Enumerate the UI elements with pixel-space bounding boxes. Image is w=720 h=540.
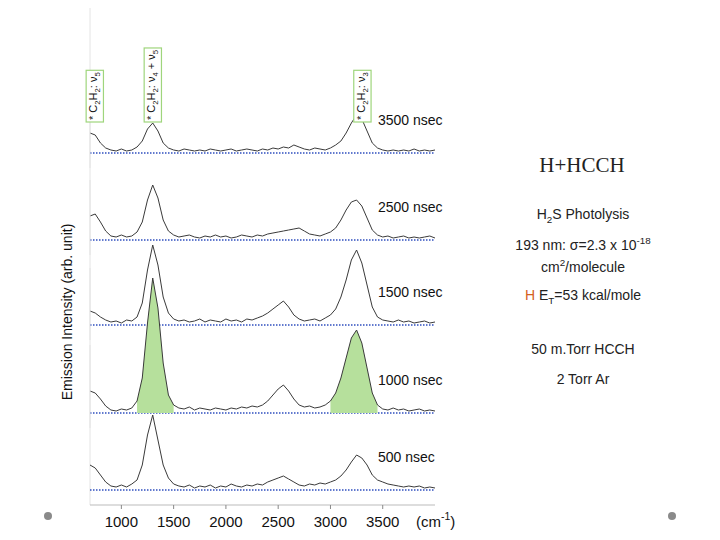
text-part: H — [355, 92, 367, 100]
zero-line — [90, 489, 435, 490]
text-part: * C — [355, 105, 367, 120]
x-tick-label: 3000 — [314, 513, 347, 530]
zero-line — [90, 152, 435, 153]
text-part: : ν — [355, 76, 367, 88]
side-text: 193 nm: σ=2.3 x 10-18 — [515, 235, 651, 253]
x-tick-label: 1000 — [105, 513, 138, 530]
text-part: H — [537, 206, 547, 222]
panel: 1500 nsec — [90, 180, 443, 340]
text-part: 3 — [361, 72, 370, 76]
text-part: S Photolysis — [552, 206, 629, 222]
text-part: ) — [450, 513, 455, 530]
text-part: H — [87, 92, 99, 100]
decor-dot — [44, 512, 52, 520]
x-axis-line — [90, 505, 435, 506]
y-axis-label: Emission Intensity (arb. unit) — [59, 224, 75, 401]
annotation: * C2H2: ν5 — [86, 70, 103, 122]
x-tick-label: 1500 — [157, 513, 190, 530]
shaded-peak — [137, 278, 377, 413]
text-part: 50 m.Torr HCCH — [531, 341, 634, 357]
panel: 1000 nsec — [90, 268, 443, 428]
annotation-text: * C2H2: ν5 — [87, 72, 102, 120]
text-part: H — [145, 92, 157, 100]
text-part: 2 Torr Ar — [557, 371, 610, 387]
annotation: * C2H2: ν3 — [354, 70, 371, 122]
text-part: 5 — [151, 50, 160, 54]
text-part: * C — [87, 105, 99, 120]
x-tick — [330, 505, 331, 509]
panel-label: 1500 nsec — [378, 284, 443, 300]
panel: 3500 nsec — [90, 8, 443, 168]
panel-label: 500 nsec — [378, 449, 435, 465]
series-group — [90, 415, 435, 488]
x-tick-label: 2000 — [209, 513, 242, 530]
chart: 3500 nsec2500 nsec1500 nsec1000 nsec500 … — [0, 0, 720, 540]
text-part: : ν — [145, 76, 157, 88]
panel: 2500 nsec — [90, 95, 443, 255]
side-text: cm2/molecule — [541, 257, 625, 275]
panel-label: 2500 nsec — [378, 199, 443, 215]
text-part: * C — [145, 105, 157, 120]
spectrum-line — [90, 278, 435, 411]
side-text: 2 Torr Ar — [557, 371, 610, 387]
annotation: * C2H2: ν4 + ν5 — [144, 48, 161, 122]
text-part: 5 — [93, 72, 102, 76]
text-part: H — [525, 287, 535, 303]
x-axis-label: (cm-1) — [416, 510, 455, 530]
text-part: + ν — [145, 54, 157, 73]
zero-line — [90, 324, 435, 325]
side-text: H2S Photolysis — [537, 206, 630, 225]
text-part: (cm — [416, 513, 441, 530]
x-tick-label: 2500 — [261, 513, 294, 530]
annotation-box — [144, 48, 161, 122]
text-part: 193 nm: σ=2.3 x 10 — [515, 237, 636, 253]
x-tick — [173, 505, 174, 509]
y-axis-line — [90, 345, 91, 505]
zero-line — [90, 239, 435, 240]
x-tick — [121, 505, 122, 509]
annotation-text: * C2H2: ν3 — [355, 72, 370, 120]
text-part: E — [535, 287, 548, 303]
side-text: 50 m.Torr HCCH — [531, 341, 634, 357]
text-part: : ν — [87, 76, 99, 88]
text-part: -18 — [636, 235, 651, 246]
series-group — [90, 278, 435, 413]
annotation-box — [354, 70, 371, 122]
text-part: -1 — [441, 510, 450, 522]
x-tick — [225, 505, 226, 509]
panel-label: 1000 nsec — [378, 372, 443, 388]
text-part: cm — [541, 259, 560, 275]
x-tick — [382, 505, 383, 509]
slide-title: H+HCCH — [539, 153, 624, 177]
side-text: H ET=53 kcal/mole — [525, 287, 641, 306]
x-tick-label: 3500 — [366, 513, 399, 530]
annotation-text: * C2H2: ν4 + ν5 — [145, 50, 160, 120]
x-tick — [278, 505, 279, 509]
annotation-box — [86, 70, 103, 122]
spectrum-line — [90, 415, 435, 488]
text-part: =53 kcal/mole — [554, 287, 641, 303]
decor-dot — [668, 512, 676, 520]
panel-label: 3500 nsec — [378, 112, 443, 128]
panel: 500 nsec 1000 1500 2000 2500 3000 3500 — [90, 345, 435, 530]
text-part: /molecule — [565, 259, 625, 275]
